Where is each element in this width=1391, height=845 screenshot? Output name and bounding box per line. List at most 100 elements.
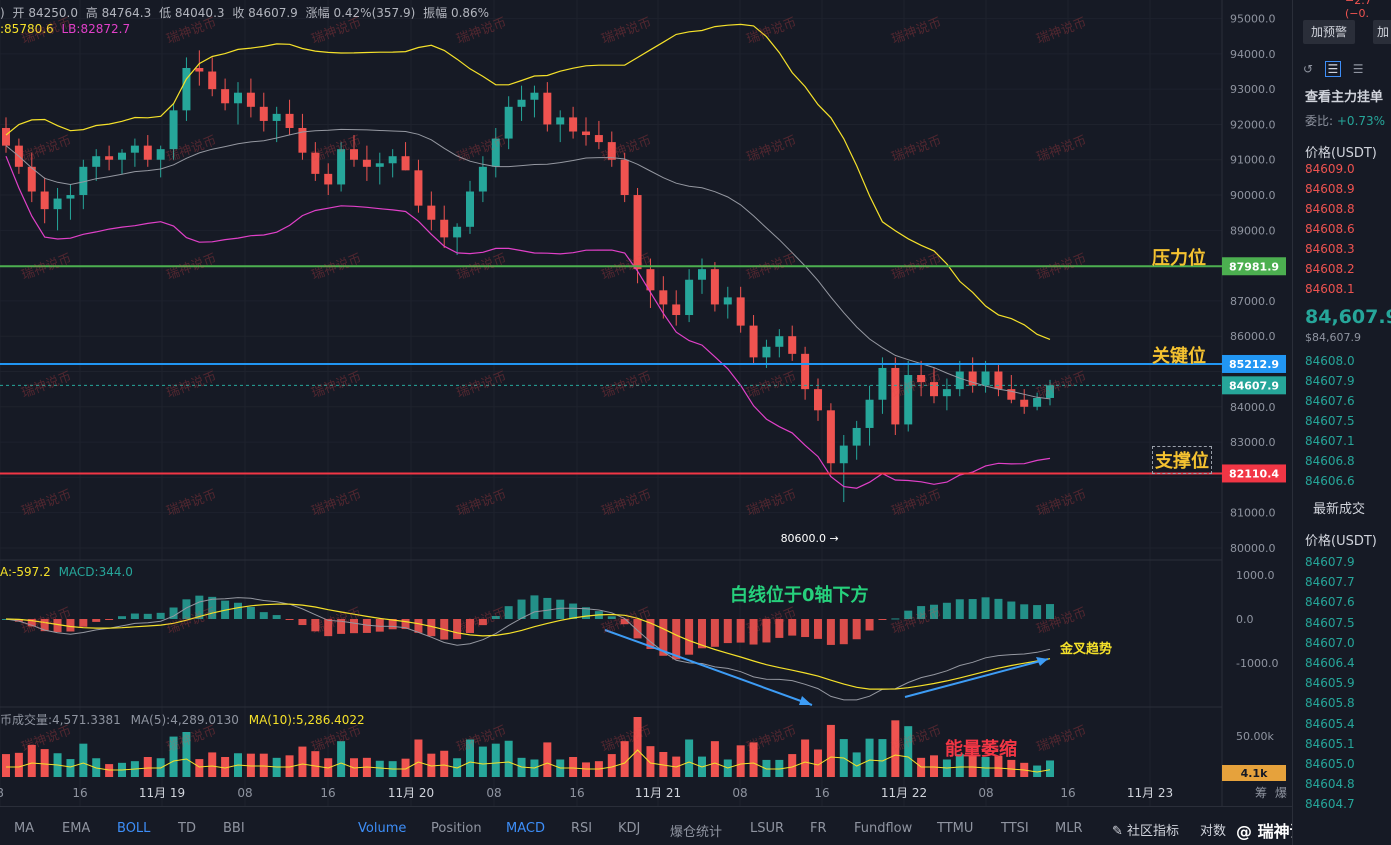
volume-bar — [285, 755, 294, 777]
macd-readout: A:-597.2 MACD:344.0 — [0, 565, 133, 579]
ask-row: 84608.3 — [1305, 242, 1355, 256]
volume-bar — [994, 755, 1003, 777]
macd-histogram-bar — [427, 619, 436, 637]
tab-lsur[interactable]: LSUR — [750, 821, 785, 836]
macd-histogram-bar — [723, 619, 732, 644]
candle-body — [852, 427, 861, 446]
macd-histogram-bar — [672, 619, 681, 660]
volume-bar — [221, 757, 230, 777]
time-axis-label: 11月 21 — [635, 786, 681, 800]
candle-body — [156, 149, 165, 160]
volume-bar — [1033, 765, 1042, 777]
candle-body — [698, 269, 706, 280]
macd-histogram-bar — [143, 613, 152, 619]
candle-body — [788, 336, 797, 354]
macd-histogram-bar — [685, 619, 694, 655]
price-axis-label: 94000.0 — [1230, 48, 1276, 61]
orderbook-view-icons[interactable]: ↺ ☰ ☰ — [1303, 61, 1364, 77]
support-label: 支撑位 — [1152, 446, 1212, 474]
tab-bbi[interactable]: BBI — [223, 821, 245, 836]
macd-histogram-bar — [79, 619, 88, 627]
candle-body — [594, 135, 603, 143]
boll-upper-line — [5, 23, 1051, 340]
tab-volume[interactable]: Volume — [358, 821, 407, 836]
macd-histogram-bar — [775, 619, 784, 638]
main-orders-link[interactable]: 查看主力挂单 — [1305, 90, 1384, 105]
candle-body — [981, 371, 990, 386]
tab-boll[interactable]: BOLL — [117, 821, 151, 836]
volume-bar — [195, 759, 204, 777]
ask-row: 84608.8 — [1305, 202, 1355, 216]
tab-fundflow[interactable]: Fundflow — [854, 821, 913, 836]
candle-body — [362, 159, 371, 167]
macd-histogram-bar — [491, 616, 500, 619]
candle-body — [1007, 389, 1016, 400]
candle-body — [388, 156, 397, 164]
volume-bar — [620, 741, 629, 777]
candle-body — [917, 375, 926, 383]
time-axis-label: 爆 — [1275, 786, 1287, 800]
tab-ema[interactable]: EMA — [62, 821, 91, 836]
macd-histogram-bar — [53, 619, 62, 633]
macd-histogram-bar — [350, 619, 358, 634]
price-axis-label: 89000.0 — [1230, 224, 1276, 237]
macd-histogram-bar — [646, 619, 655, 649]
trade-row: 84605.8 — [1305, 696, 1355, 711]
indicator-tabs: MA EMA BOLL TD BBI Volume Position MACD RSI KDJ 爆仓… — [0, 806, 1292, 845]
bid-row: 84607.1 — [1305, 434, 1355, 448]
macd-histogram-bar — [556, 599, 565, 619]
macd-dea-line — [5, 603, 1051, 690]
tab-kdj[interactable]: KDJ — [618, 821, 641, 836]
volume-bar — [1046, 760, 1054, 777]
volume-ma-line — [6, 749, 1051, 773]
volume-bar — [826, 724, 835, 777]
volume-bar — [878, 739, 887, 777]
volume-bar — [27, 744, 36, 777]
tab-position[interactable]: Position — [431, 821, 482, 836]
volume-bar — [143, 757, 152, 777]
tab-fr[interactable]: FR — [810, 821, 827, 836]
candle-body — [169, 110, 178, 150]
resistance-price-tag — [1222, 257, 1286, 276]
time-axis-label: 8 — [0, 786, 4, 800]
log-scale-toggle[interactable]: 对数 — [1200, 824, 1227, 839]
trades-header[interactable]: 最新成交 — [1313, 502, 1366, 517]
community-indicators-button[interactable]: ✎ 社区指标 — [1112, 824, 1180, 839]
macd-histogram-bar — [659, 619, 668, 656]
macd-histogram-bar — [156, 612, 165, 619]
macd-histogram-bar — [311, 619, 320, 632]
volume-bar — [375, 760, 384, 777]
tab-macd[interactable]: MACD — [506, 821, 545, 836]
time-axis-label: 08 — [978, 786, 993, 800]
macd-histogram-bar — [92, 619, 101, 622]
key-price-text: 85212.9 — [1229, 358, 1279, 371]
volume-axis-label: 50.00k — [1236, 730, 1274, 743]
tab-td[interactable]: TD — [178, 821, 196, 836]
tab-rsi[interactable]: RSI — [571, 821, 593, 836]
tab-ttsi[interactable]: TTSI — [1001, 821, 1029, 836]
volume-bar — [1007, 759, 1016, 777]
tab-ttmu[interactable]: TTMU — [937, 821, 974, 836]
macd-histogram-bar — [324, 619, 333, 637]
tab-爆仓统计[interactable]: 爆仓统计 — [670, 825, 723, 840]
ask-row: 84609.0 — [1305, 162, 1355, 176]
tab-mlr[interactable]: MLR — [1055, 821, 1083, 836]
candle-body — [801, 353, 810, 390]
volume-bar — [466, 739, 474, 777]
price-axis-label: 80000.0 — [1230, 542, 1276, 555]
candle-body — [311, 152, 320, 174]
chart-canvas[interactable]: 87981.9 85212.9 82110.4 84607.9 95000.0 94000… — [0, 0, 1292, 806]
tab-ma[interactable]: MA — [14, 821, 35, 836]
candle-body — [234, 92, 242, 104]
ask-row: 84608.9 — [1305, 182, 1355, 196]
macd-dif-line — [5, 597, 1051, 701]
macd-histogram-bar — [375, 619, 384, 632]
down-trend-arrow — [604, 629, 813, 706]
volume-bar — [582, 762, 590, 777]
volume-bar — [775, 759, 784, 777]
add-button[interactable]: 加 — [1373, 20, 1391, 44]
candle-body — [466, 191, 474, 227]
candle-body — [685, 279, 694, 316]
add-alert-button[interactable]: 加预警 — [1303, 20, 1355, 44]
macd-histogram-bar — [130, 613, 139, 619]
